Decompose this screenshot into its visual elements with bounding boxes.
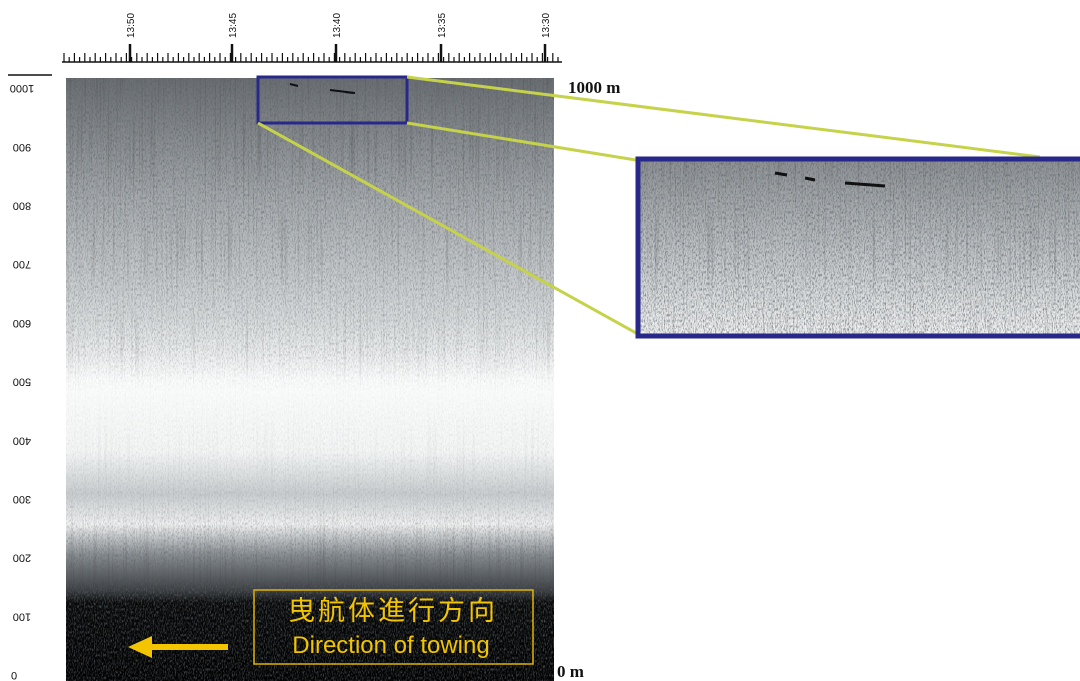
depth-label: 300 — [13, 493, 31, 505]
depth-label: 700 — [13, 258, 31, 270]
direction-ja: 曳航体進行方向 — [288, 596, 498, 627]
page: {"time_axis": {"labels": ["13:50", "13:4… — [0, 0, 1080, 681]
echogram-figure: 13:5013:4513:4013:3513:30 10009008007006… — [0, 0, 1080, 681]
depth-label: 800 — [13, 199, 31, 211]
depth-label: 1000 — [10, 82, 34, 94]
depth-label: 100 — [13, 610, 31, 622]
time-ruler: 13:50 13:45 13:40 13:35 13:30 — [62, 13, 562, 62]
time-label: 13:35 — [437, 13, 448, 38]
time-label: 13:50 — [126, 13, 137, 38]
bottom-depth-label: 0 m — [557, 662, 584, 681]
time-label: 13:30 — [541, 13, 552, 38]
direction-en: Direction of towing — [292, 632, 489, 659]
depth-label: 900 — [13, 141, 31, 153]
time-label: 13:45 — [228, 13, 239, 38]
depth-label: 400 — [13, 434, 31, 446]
depth-label: 200 — [13, 552, 31, 564]
time-label: 13:40 — [332, 13, 343, 38]
top-depth-label: 1000 m — [568, 78, 620, 97]
zoom-panel — [638, 159, 1080, 336]
depth-label: 600 — [13, 317, 31, 329]
depth-label: 0 — [11, 669, 17, 681]
depth-label: 500 — [13, 376, 31, 388]
